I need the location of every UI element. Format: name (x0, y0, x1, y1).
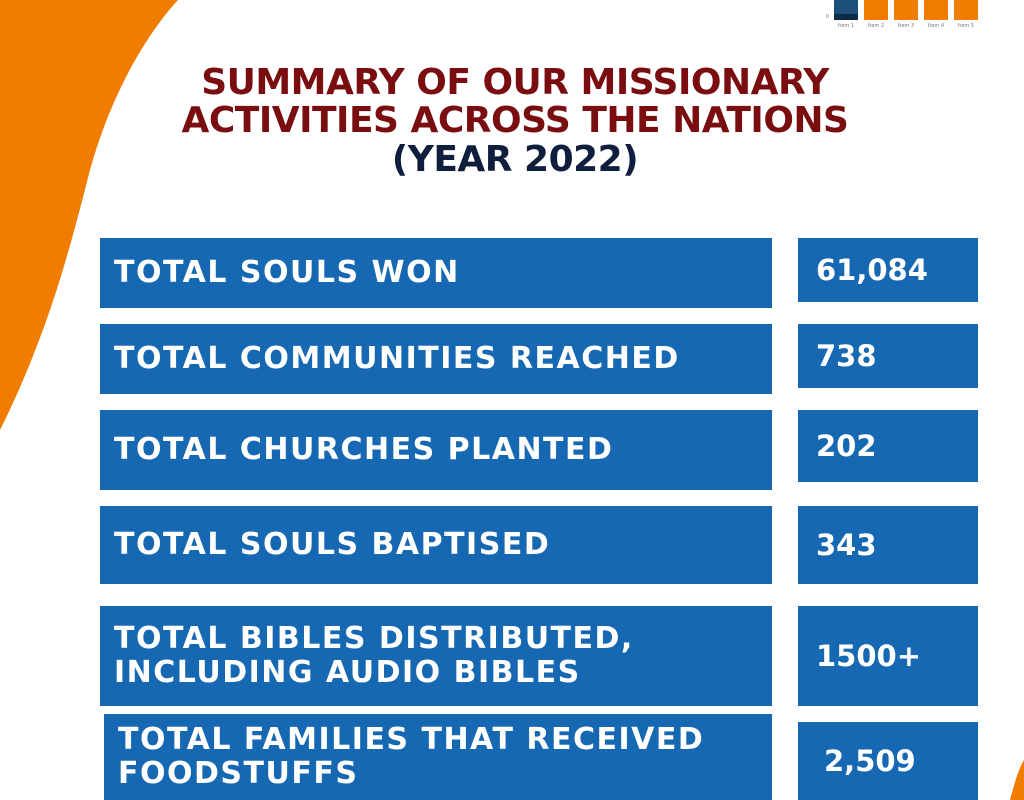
stat-value-text: 202 (816, 429, 877, 463)
stat-label-text: TOTAL SOULS BAPTISED (114, 527, 551, 562)
orange-corner-decoration (1010, 760, 1024, 800)
stat-value-text: 2,509 (824, 744, 916, 778)
stat-value-text: 61,084 (816, 253, 928, 287)
stat-label-text: TOTAL FAMILIES THAT RECEIVED FOODSTUFFS (118, 723, 704, 791)
stat-label-communities-reached: TOTAL COMMUNITIES REACHED (100, 324, 772, 394)
mini-chart-label: Item 2 (867, 23, 885, 29)
title-line-2: ACTIVITIES ACROSS THE NATIONS (181, 100, 850, 141)
stat-value-communities-reached: 738 (798, 324, 978, 388)
stat-label-line-2: FOODSTUFFS (118, 756, 359, 791)
orange-wave-decoration (0, 0, 178, 430)
page-title: SUMMARY OF OUR MISSIONARY ACTIVITIES ACR… (110, 64, 920, 179)
mini-chart-bar (924, 0, 948, 20)
mini-chart-zero-label: 0 (826, 14, 830, 20)
title-year: (YEAR 2022) (391, 139, 639, 180)
stat-label-text: TOTAL CHURCHES PLANTED (114, 432, 614, 467)
stat-label-bibles-distributed: TOTAL BIBLES DISTRIBUTED, INCLUDING AUDI… (100, 606, 772, 706)
stat-label-text: TOTAL COMMUNITIES REACHED (114, 341, 680, 376)
mini-chart-bar (864, 0, 888, 20)
stat-value-souls-won: 61,084 (798, 238, 978, 302)
stat-value-text: 343 (816, 528, 877, 562)
mini-chart-label: Item 1 (837, 23, 855, 29)
stat-value-text: 738 (816, 339, 877, 373)
stat-value-souls-baptised: 343 (798, 506, 978, 584)
stat-value-families-foodstuffs: 2,509 (798, 722, 978, 800)
stat-label-line-2: INCLUDING AUDIO BIBLES (114, 655, 581, 690)
stat-value-churches-planted: 202 (798, 410, 978, 482)
stat-label-text: TOTAL BIBLES DISTRIBUTED, INCLUDING AUDI… (114, 622, 634, 690)
mini-chart-bar (834, 0, 858, 20)
stat-value-text: 1500+ (816, 639, 922, 673)
mini-chart-label: Item 3 (897, 23, 915, 29)
stat-label-line-1: TOTAL FAMILIES THAT RECEIVED (118, 722, 705, 757)
stat-label-souls-baptised: TOTAL SOULS BAPTISED (100, 506, 772, 584)
stat-value-bibles-distributed: 1500+ (798, 606, 978, 706)
stat-label-text: TOTAL SOULS WON (114, 255, 460, 290)
stat-label-churches-planted: TOTAL CHURCHES PLANTED (100, 410, 772, 490)
mini-chart-bar (954, 0, 978, 20)
stat-label-families-foodstuffs: TOTAL FAMILIES THAT RECEIVED FOODSTUFFS (104, 714, 772, 800)
mini-chart-label: Item 5 (957, 23, 975, 29)
title-line-1: SUMMARY OF OUR MISSIONARY (201, 62, 829, 103)
stat-label-line-1: TOTAL BIBLES DISTRIBUTED, (114, 621, 634, 656)
mini-chart-bar (894, 0, 918, 20)
mini-chart-label: Item 4 (927, 23, 945, 29)
stat-label-souls-won: TOTAL SOULS WON (100, 238, 772, 308)
